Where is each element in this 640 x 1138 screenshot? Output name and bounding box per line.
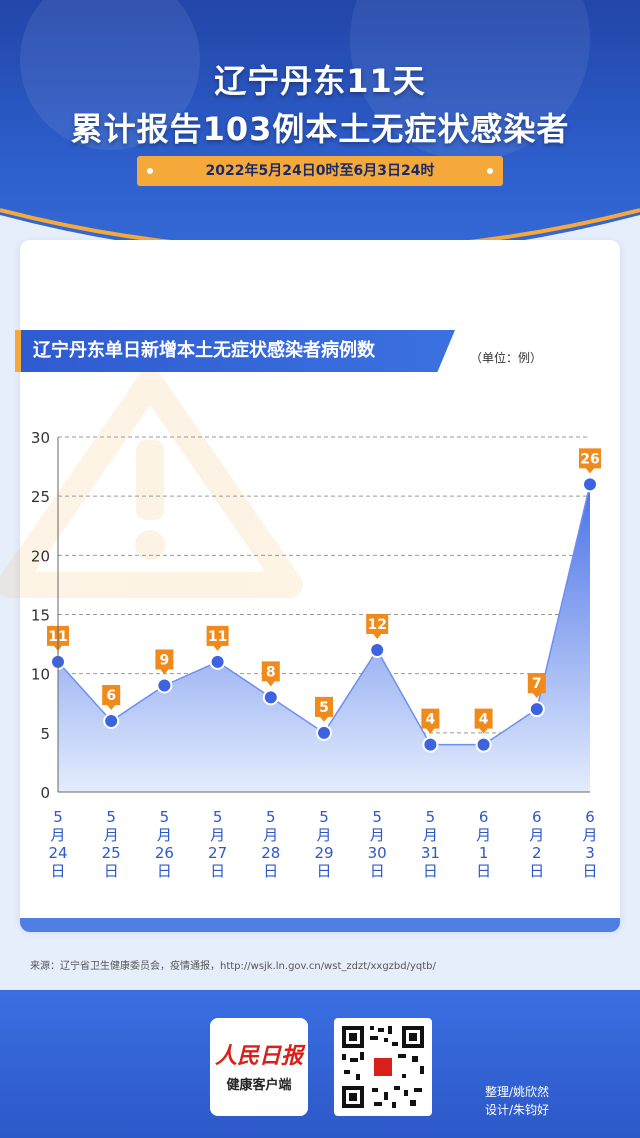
x-tick-label: 日 [104,862,119,880]
data-label-badge [366,614,389,639]
x-tick-label: 6 [479,808,489,826]
data-label: 5 [319,700,329,716]
data-label: 9 [160,653,170,669]
x-tick-label: 月 [263,826,278,844]
x-tick-label: 日 [210,862,225,880]
data-label-badge [579,448,601,474]
y-tick-label: 20 [31,547,50,565]
data-point [422,736,439,753]
x-tick-label: 月 [476,826,491,844]
x-tick-label: 日 [50,862,65,880]
data-label: 4 [426,712,436,728]
credit-editor: 整理/姚欣然 [485,1085,550,1099]
y-tick-label: 15 [31,607,50,625]
data-label: 12 [367,617,386,633]
data-label: 7 [532,676,542,692]
data-point [369,642,386,658]
x-tick-label: 26 [155,844,174,862]
x-tick-label: 日 [157,862,172,880]
data-label-badge [527,673,546,699]
data-point [156,677,173,694]
x-tick-label: 日 [316,862,331,880]
data-label: 4 [479,712,489,728]
x-tick-label: 6 [585,808,595,826]
data-label-badge [155,649,174,675]
x-tick-label: 5 [53,808,63,826]
x-tick-label: 5 [372,808,382,826]
data-label-badge [261,661,280,687]
x-tick-label: 25 [102,844,121,862]
x-tick-label: 月 [582,826,597,844]
x-tick-label: 月 [104,826,119,844]
x-tick-label: 5 [213,808,223,826]
x-tick-label: 月 [157,826,172,844]
data-label-badge [421,708,440,734]
x-tick-label: 月 [316,826,331,844]
data-label: 6 [106,688,116,704]
x-tick-label: 5 [266,808,276,826]
main-title-line1: 辽宁丹东11天 [214,62,426,100]
y-tick-label: 0 [40,784,50,802]
data-label: 26 [580,451,599,467]
x-tick-label: 5 [106,808,116,826]
x-tick-label: 月 [529,826,544,844]
data-label: 11 [208,629,227,645]
logo-sub-text: 健康客户端 [226,1078,292,1093]
date-range-badge: 2022年5月24日0时至6月3日24时 [137,156,503,186]
data-point [528,701,545,718]
x-tick-label: 2 [532,844,542,862]
x-tick-label: 1 [479,844,489,862]
qr-code-image [340,1024,426,1110]
credit-designer: 设计/朱钧好 [485,1103,550,1117]
data-label-badge [102,685,121,710]
footer [0,990,640,1138]
y-tick-label: 30 [31,429,50,447]
x-tick-label: 日 [582,862,597,880]
unit-label: （单位：例） [470,351,543,365]
x-tick-label: 27 [208,844,227,862]
x-tick-label: 5 [319,808,329,826]
y-tick-label: 10 [31,666,50,684]
x-tick-label: 3 [585,844,595,862]
qr-code [334,1018,432,1116]
x-tick-label: 6 [532,808,542,826]
x-tick-label: 日 [529,862,544,880]
y-tick-label: 25 [31,488,50,506]
x-tick-label: 30 [368,844,387,862]
x-tick-label: 5 [160,808,170,826]
data-label-badge [206,625,229,651]
x-tick-label: 月 [370,826,385,844]
data-label-badge [315,696,333,722]
data-label-badge [474,708,493,734]
x-tick-label: 5 [426,808,436,826]
x-tick-label: 月 [210,826,225,844]
logo-brand-text: 人民日报 [214,1043,303,1069]
data-point [103,713,120,729]
x-tick-label: 月 [423,826,438,844]
data-label: 8 [266,664,276,680]
warning-triangle-icon [0,369,303,598]
data-point [582,476,598,493]
data-point [209,653,226,670]
x-tick-label: 日 [370,862,385,880]
data-point [262,689,279,706]
x-tick-label: 日 [263,862,278,880]
x-tick-label: 31 [421,844,440,862]
x-tick-label: 28 [261,844,280,862]
chart-card-bottom-bar [20,918,620,932]
y-tick-label: 5 [40,725,50,743]
main-title-line2: 累计报告103例本土无症状感染者 [70,110,570,148]
x-tick-label: 日 [476,862,491,880]
x-tick-label: 29 [314,844,333,862]
data-point [475,736,492,753]
source-note: 来源：辽宁省卫生健康委员会，疫情通报，http://wsjk.ln.gov.cn… [30,961,436,972]
app-logo: 人民日报 健康客户端 [210,1018,308,1116]
data-point [316,724,332,741]
x-tick-label: 24 [48,844,67,862]
area-fill [58,484,590,792]
x-tick-label: 月 [50,826,65,844]
chart-title: 辽宁丹东单日新增本土无症状感染者病例数 [15,330,455,372]
x-tick-label: 日 [423,862,438,880]
